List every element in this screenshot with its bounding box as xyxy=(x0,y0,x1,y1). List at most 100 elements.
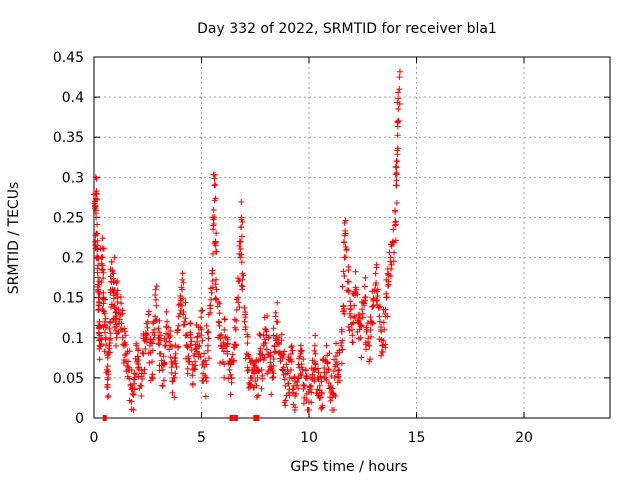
data-point xyxy=(224,348,231,355)
data-point xyxy=(169,378,176,385)
data-point xyxy=(152,286,159,293)
data-point xyxy=(221,315,228,322)
data-point xyxy=(186,358,193,365)
data-point xyxy=(146,308,153,315)
data-point xyxy=(100,296,107,303)
data-point xyxy=(149,347,156,354)
data-point xyxy=(194,338,201,345)
data-point xyxy=(138,373,145,380)
data-point xyxy=(174,344,181,351)
data-point xyxy=(392,163,399,170)
data-point xyxy=(244,331,251,338)
data-point xyxy=(216,310,223,317)
data-point xyxy=(178,284,185,291)
data-point xyxy=(151,326,158,333)
data-point xyxy=(212,181,219,188)
data-point xyxy=(315,392,322,399)
data-point xyxy=(238,259,245,266)
data-point xyxy=(392,219,399,226)
data-point xyxy=(113,321,120,328)
data-point xyxy=(317,373,324,380)
data-point xyxy=(312,350,319,357)
y-tick-label: 0.45 xyxy=(53,50,84,66)
data-point xyxy=(153,283,160,290)
data-point xyxy=(211,214,218,221)
data-point xyxy=(210,226,217,233)
y-tick-label: 0.15 xyxy=(53,291,84,307)
data-point xyxy=(195,343,202,350)
data-point xyxy=(123,350,130,357)
data-point xyxy=(144,324,151,331)
data-point xyxy=(208,296,215,303)
data-point xyxy=(126,397,133,404)
data-point xyxy=(212,239,219,246)
data-point xyxy=(114,330,121,337)
data-point xyxy=(205,355,212,362)
data-point xyxy=(233,296,240,303)
data-point xyxy=(231,324,238,331)
data-point xyxy=(282,402,289,409)
data-point xyxy=(395,89,402,96)
data-point xyxy=(212,276,219,283)
data-point xyxy=(261,354,268,361)
data-point xyxy=(239,276,246,283)
data-point xyxy=(367,314,374,321)
data-point xyxy=(358,354,365,361)
data-point xyxy=(111,305,118,312)
data-point xyxy=(95,329,102,336)
zero-data-point xyxy=(233,415,238,421)
data-point xyxy=(274,299,281,306)
data-point xyxy=(199,307,206,314)
data-point xyxy=(300,356,307,363)
data-point xyxy=(189,380,196,387)
data-point xyxy=(237,224,244,231)
data-point xyxy=(345,267,352,274)
data-point xyxy=(94,269,101,276)
data-point xyxy=(161,335,168,342)
data-point xyxy=(234,275,241,282)
data-point xyxy=(349,326,355,333)
data-point xyxy=(336,366,343,373)
data-point xyxy=(140,370,147,377)
data-point xyxy=(207,302,214,309)
data-point xyxy=(390,258,397,265)
data-point xyxy=(100,269,107,276)
data-point xyxy=(359,314,366,321)
data-point xyxy=(156,335,163,342)
data-point xyxy=(349,332,356,339)
data-point xyxy=(240,272,247,279)
data-point xyxy=(263,346,270,353)
data-point xyxy=(235,278,242,285)
data-point xyxy=(253,382,260,389)
data-point xyxy=(128,366,135,373)
data-point xyxy=(237,245,244,252)
data-point xyxy=(140,350,147,357)
data-point xyxy=(180,321,187,328)
data-point xyxy=(203,322,210,329)
data-point xyxy=(169,361,176,368)
data-point xyxy=(378,348,385,355)
data-point xyxy=(182,332,189,339)
data-point xyxy=(228,379,235,386)
data-point xyxy=(138,392,145,399)
data-point xyxy=(203,361,210,368)
data-point xyxy=(393,169,400,176)
data-point xyxy=(198,314,205,321)
data-point xyxy=(93,214,100,221)
data-point xyxy=(394,132,401,139)
data-point xyxy=(216,332,223,339)
data-point xyxy=(185,355,192,362)
data-point xyxy=(100,275,107,282)
data-point xyxy=(157,332,164,339)
data-point xyxy=(126,375,133,382)
data-point xyxy=(139,376,146,382)
data-point xyxy=(213,230,220,237)
data-point xyxy=(295,374,302,381)
data-point xyxy=(237,254,244,261)
data-point xyxy=(104,363,111,370)
data-point xyxy=(261,336,268,343)
data-point xyxy=(139,349,146,356)
data-point xyxy=(226,366,233,373)
data-point xyxy=(292,406,299,413)
